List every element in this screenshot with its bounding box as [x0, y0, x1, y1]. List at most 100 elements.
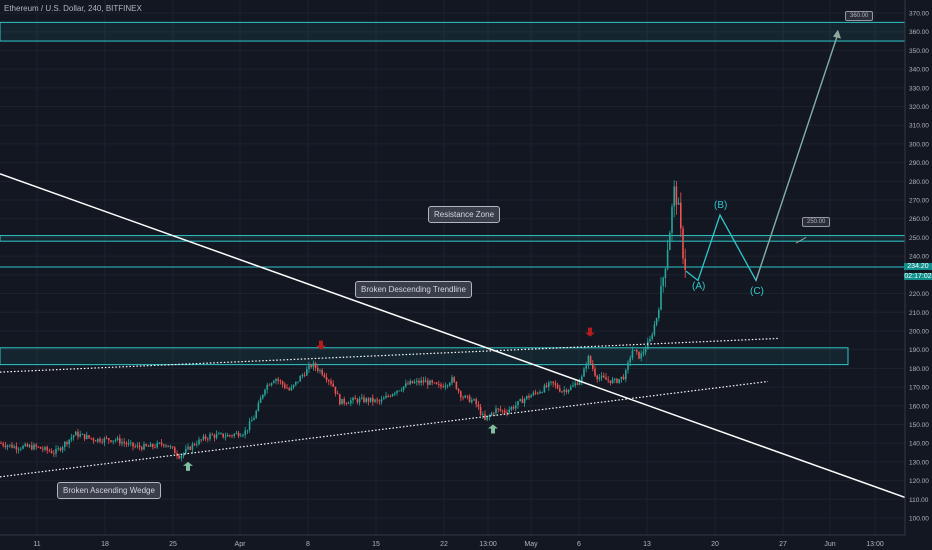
candle-body [614, 378, 616, 380]
candle [213, 433, 216, 442]
x-tick-label: 18 [101, 541, 109, 548]
broken-descending-label: Broken Descending Trendline [355, 281, 472, 298]
candle [680, 192, 682, 237]
candle-body [493, 412, 495, 414]
candle-body [680, 202, 682, 229]
candle [490, 411, 493, 416]
x-tick-label: Jun [824, 541, 835, 548]
candle [451, 375, 453, 386]
candle [57, 445, 59, 452]
candle [512, 405, 515, 411]
candle-body [299, 376, 301, 382]
candle [334, 386, 337, 397]
candle [361, 393, 363, 400]
candle-body [488, 415, 491, 417]
candle-body [72, 435, 75, 438]
candle [372, 394, 374, 406]
candle-body [70, 437, 73, 440]
candle [13, 444, 15, 449]
candle-body [48, 450, 51, 452]
candle-body [275, 379, 277, 382]
candle-body [407, 383, 409, 385]
candle-body [332, 383, 334, 387]
candle-body [174, 447, 176, 454]
candle-body [68, 439, 70, 445]
candle [530, 394, 532, 398]
candle-body [22, 445, 24, 449]
wave-c-label: (C) [750, 286, 764, 297]
candle [319, 368, 321, 374]
candle [244, 426, 246, 439]
candle-body [517, 401, 519, 406]
candle [548, 380, 550, 391]
candle [286, 384, 288, 389]
candle [523, 397, 526, 407]
candle-body [462, 397, 464, 399]
candle [374, 398, 376, 404]
candle-body [640, 353, 642, 359]
candle-body [180, 455, 183, 459]
candle-body [266, 384, 268, 390]
candle [609, 380, 612, 386]
target-250-connector [795, 237, 807, 244]
candle-body [585, 365, 587, 369]
candle [444, 382, 447, 391]
candle-body [354, 397, 356, 400]
candle [598, 374, 601, 382]
candle-body [176, 453, 178, 456]
candle-body [561, 391, 563, 393]
candle [262, 394, 264, 400]
candle-body [268, 384, 271, 386]
candle-body [306, 369, 308, 376]
y-tick-label: 240.00 [909, 254, 929, 261]
candle-body [341, 398, 343, 405]
zone-rect [0, 21, 906, 42]
candle [233, 433, 235, 439]
candle-body [158, 442, 161, 444]
candle-body [314, 363, 317, 368]
candle-body [440, 384, 442, 387]
candle-body [132, 442, 134, 447]
x-tick-label: May [524, 541, 538, 548]
y-tick-label: 300.00 [909, 141, 929, 148]
candle [594, 365, 596, 378]
candle-body [6, 445, 9, 447]
candle [222, 433, 224, 439]
candle [312, 360, 315, 371]
candle-body [255, 411, 257, 418]
y-tick-label: 160.00 [909, 403, 929, 410]
candle-body [119, 438, 121, 444]
candle-body [297, 381, 299, 383]
candle-body [578, 381, 581, 385]
x-tick-label: 15 [372, 541, 380, 548]
candle [473, 398, 475, 401]
candle-body [363, 397, 365, 403]
candle-body [319, 370, 321, 371]
y-tick-label: 360.00 [909, 29, 929, 36]
candle-body [229, 435, 231, 436]
candle-body [147, 445, 150, 447]
candle [466, 395, 469, 400]
candle-body [644, 349, 647, 353]
candle-body [581, 376, 583, 382]
candle [191, 441, 194, 454]
candle-body [196, 444, 198, 446]
candle-body [429, 380, 431, 385]
candle-body [611, 379, 614, 384]
candle [460, 390, 462, 402]
candle-body [189, 446, 191, 450]
target-250-tag: 250.00 [802, 217, 831, 227]
target-360-tag: 360.00 [845, 11, 874, 21]
candle [110, 439, 112, 443]
candle-body [409, 380, 411, 385]
candle-body [240, 435, 242, 437]
candle [22, 444, 24, 450]
candle-body [545, 385, 548, 387]
candle [477, 400, 480, 410]
candle [123, 438, 125, 447]
candle [264, 388, 266, 397]
candle [662, 276, 664, 293]
candle-body [675, 186, 678, 205]
candle [497, 407, 499, 413]
